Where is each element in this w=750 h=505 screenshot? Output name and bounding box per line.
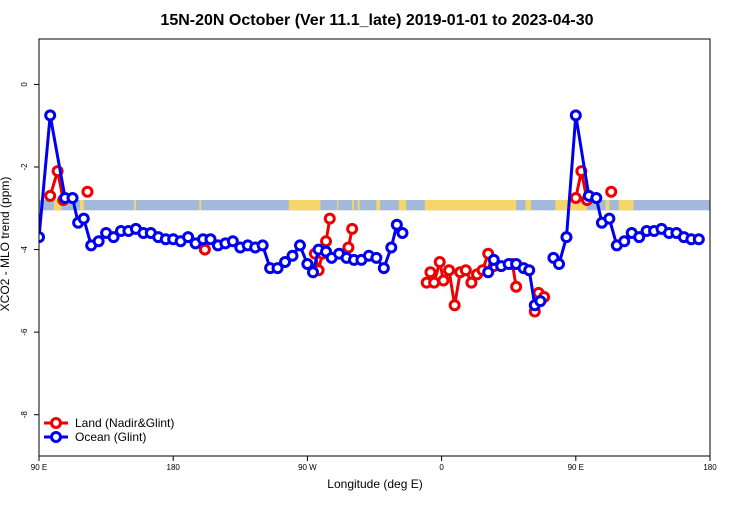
ocean-data-point (44, 109, 57, 122)
ocean-band (39, 200, 710, 211)
chart-title: 15N-20N October (Ver 11.1_late) 2019-01-… (160, 12, 593, 29)
y-tick-label: -6 (20, 328, 29, 336)
land-data-point (459, 264, 472, 277)
y-tick-label: -8 (20, 411, 29, 419)
land-mask-segment (398, 200, 407, 211)
legend: Land (Nadir&Glint) Ocean (Glint) (44, 416, 174, 444)
land-data-point (605, 185, 618, 198)
ocean-data-point (77, 212, 90, 225)
land-data-point (569, 191, 582, 204)
ocean-data-point (66, 191, 79, 204)
x-tick-label: 90 E (31, 463, 47, 472)
land-data-point (433, 255, 446, 268)
y-tick-label: 0 (20, 82, 29, 87)
ocean-data-point (39, 231, 45, 244)
ocean-data-point (279, 255, 292, 268)
x-tick-label: 180 (167, 463, 181, 472)
ocean-data-point (590, 191, 603, 204)
ocean-data-point (633, 231, 646, 244)
ocean-data-point (293, 239, 306, 252)
land-mask-segment (525, 200, 532, 211)
land-mask-segment (618, 200, 634, 211)
land-mask-segment (352, 200, 354, 211)
land-data-point (198, 243, 211, 256)
land-mask-segment (80, 200, 84, 211)
land-mask-segment (199, 200, 202, 211)
ocean-data-point (306, 266, 319, 279)
ocean-data-point (204, 233, 217, 246)
ocean-data-point (618, 235, 631, 248)
land-data-point (342, 241, 355, 254)
axes: 90 E 180 90 W 0 90 E 180 0 -2 -4 -6 -8 (20, 82, 717, 472)
land-data-point (443, 264, 456, 277)
y-tick-label: -4 (20, 245, 29, 253)
land-mask-segment (134, 200, 136, 211)
land-data-point (323, 212, 336, 225)
land-data-point (510, 280, 523, 293)
land-data-point (448, 299, 461, 312)
land-data-point (437, 274, 450, 287)
land-data-point (81, 185, 94, 198)
ocean-data-point (301, 258, 314, 271)
ocean-data-point (271, 262, 284, 275)
land-mask-segment (605, 200, 610, 211)
land-mask-band (39, 200, 710, 211)
ocean-data-point (487, 253, 500, 266)
land-mask-segment (357, 200, 360, 211)
x-tick-label: 90 E (568, 463, 584, 472)
ocean-data-point (377, 262, 390, 275)
land-mask-segment (376, 200, 381, 211)
ocean-data-point (534, 295, 547, 308)
land-mask-segment (337, 200, 339, 211)
ocean-data-point (107, 231, 120, 244)
legend-land-label: Land (Nadir&Glint) (75, 416, 174, 430)
ocean-series (39, 109, 705, 312)
x-tick-label: 0 (439, 463, 444, 472)
ocean-data-point (482, 266, 495, 279)
land-series (44, 165, 618, 318)
legend-ocean-label: Ocean (Glint) (75, 430, 146, 444)
land-mask-segment (288, 200, 321, 211)
ocean-data-point (226, 235, 239, 248)
land-mask-segment (424, 200, 517, 211)
ocean-data-point (286, 249, 299, 262)
ocean-data-point (553, 258, 566, 271)
ocean-data-point (523, 264, 536, 277)
ocean-data-point (396, 227, 409, 240)
land-mask-segment (555, 200, 587, 211)
land-data-point (320, 235, 333, 248)
ocean-data-point (256, 239, 269, 252)
ocean-data-point (182, 231, 195, 244)
x-tick-label: 90 W (298, 463, 317, 472)
x-tick-label: 180 (703, 463, 717, 472)
ocean-data-point (603, 212, 616, 225)
plot-frame (38, 38, 711, 457)
land-mask-segment (53, 200, 62, 211)
y-axis-label: XCO2 - MLO trend (ppm) (0, 177, 12, 312)
ocean-data-point (560, 231, 573, 244)
legend-land-marker (50, 417, 62, 429)
legend-ocean-marker (50, 431, 62, 443)
land-data-point (424, 266, 437, 279)
ocean-data-point (92, 235, 105, 248)
land-data-point (465, 276, 478, 289)
x-axis-label: Longitude (deg E) (327, 477, 422, 491)
ocean-data-point (370, 251, 383, 264)
land-data-point (44, 189, 57, 202)
ocean-data-point (385, 241, 398, 254)
land-data-point (346, 222, 359, 235)
y-tick-label: -2 (20, 163, 29, 171)
series-layer (39, 109, 705, 318)
land-data-point (428, 276, 441, 289)
ocean-data-point (390, 218, 403, 231)
ocean-data-point (569, 109, 582, 122)
ocean-data-point (692, 233, 705, 246)
